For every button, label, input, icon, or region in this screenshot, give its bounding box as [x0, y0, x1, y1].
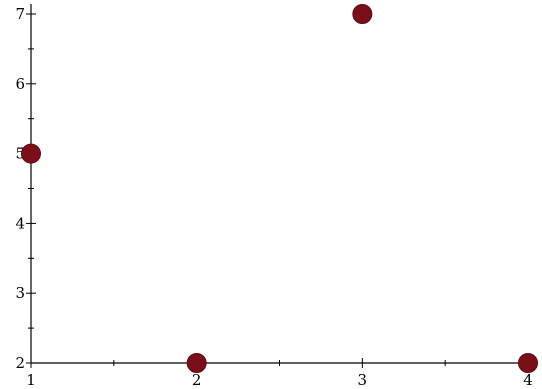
y-tick-label: 6 [15, 75, 25, 93]
data-point [352, 4, 373, 24]
x-tick-label: 4 [523, 371, 533, 389]
data-point [21, 143, 41, 164]
y-tick-label: 7 [15, 5, 25, 23]
x-tick-label: 3 [358, 371, 368, 389]
y-tick-label: 4 [15, 214, 25, 232]
y-axis-ticks: 2 3 4 5 6 7 [15, 5, 36, 372]
y-tick-label: 2 [15, 354, 25, 372]
x-tick-label: 2 [192, 371, 202, 389]
data-point [518, 353, 538, 373]
axes [30, 4, 536, 364]
y-tick-label: 5 [15, 145, 25, 163]
y-tick-label: 3 [15, 284, 25, 302]
data-points [21, 4, 538, 373]
x-tick-label: 1 [26, 371, 36, 389]
data-point [186, 353, 207, 373]
